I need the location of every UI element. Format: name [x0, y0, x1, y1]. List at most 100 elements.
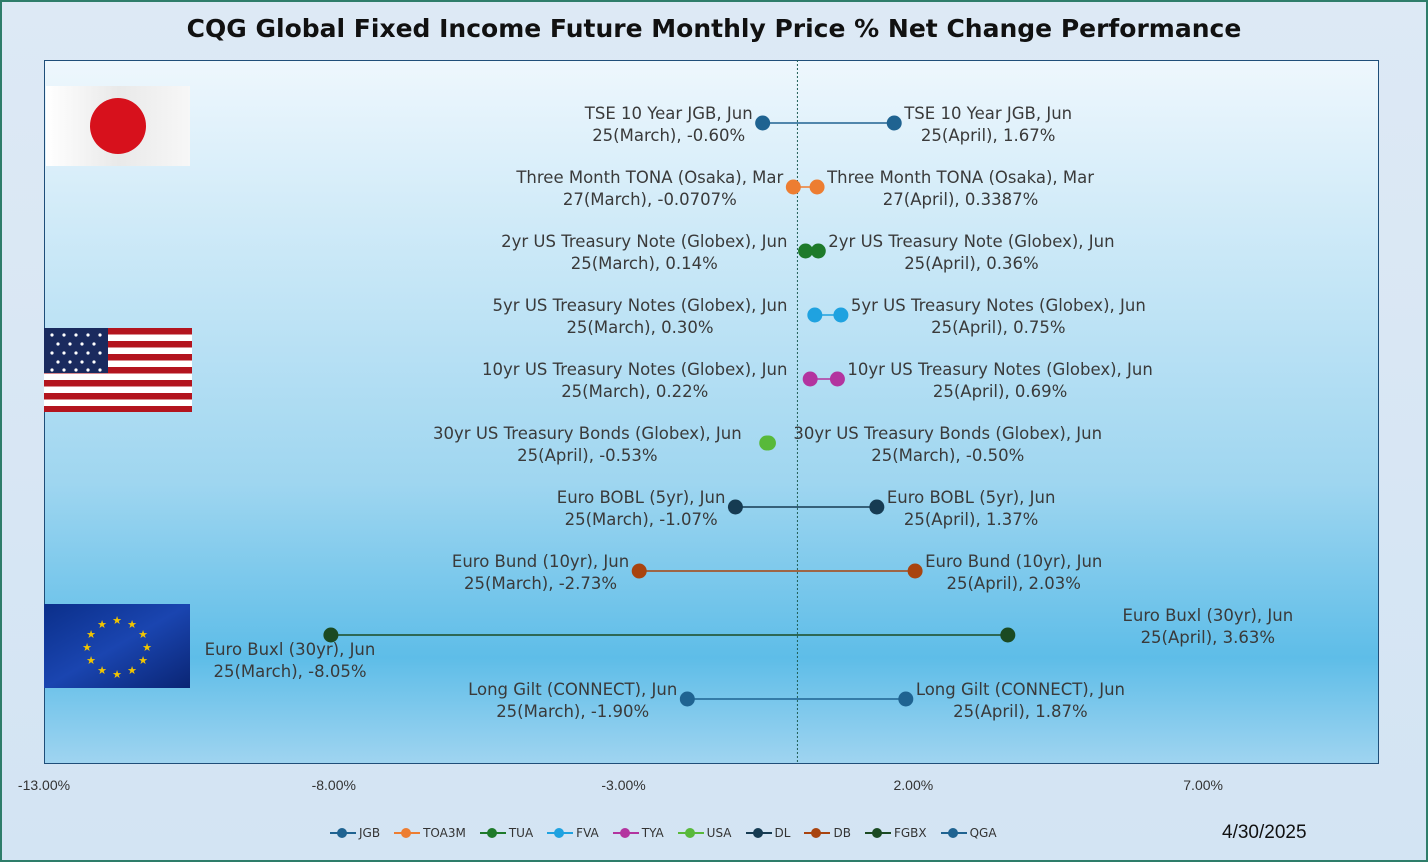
eu-flag: ★ ★★ ★★★ ★★★ ★★★ — [44, 604, 190, 688]
label-march-QGA: Long Gilt (CONNECT), Jun 25(March), -1.90… — [468, 680, 677, 721]
label-april-line2: 25(April), 1.87% — [953, 702, 1088, 721]
legend: JGB TOA3M TUA FVA TYA USA DL DB FGBX QGA — [330, 826, 997, 840]
label-april-FVA: 5yr US Treasury Notes (Globex), Jun 25(Ap… — [851, 296, 1146, 337]
point-april-TUA — [810, 243, 826, 259]
label-april-line2: 27(April), 0.3387% — [883, 190, 1039, 209]
label-april-line1: Euro BOBL (5yr), Jun — [887, 488, 1056, 507]
label-april-line1: TSE 10 Year JGB, Jun — [903, 104, 1072, 123]
label-march-line2: 25(March), 0.22% — [561, 382, 708, 401]
point-march-DB — [631, 563, 647, 579]
legend-swatch — [612, 828, 639, 838]
point-april-FVA — [833, 307, 849, 323]
label-march-line2: 25(March), -0.60% — [592, 126, 745, 145]
point-march-TOA3M — [785, 179, 801, 195]
label-march-line1: 30yr US Treasury Bonds (Globex), Jun — [433, 424, 742, 443]
label-april-QGA: Long Gilt (CONNECT), Jun 25(April), 1.87% — [916, 680, 1125, 721]
label-april-line1: Euro Buxl (30yr), Jun — [1122, 606, 1293, 625]
point-march-FGBX — [323, 627, 339, 643]
label-march-line2: 25(March), 0.30% — [566, 318, 713, 337]
label-march-line2: 25(April), -0.53% — [517, 446, 657, 465]
label-march-DL: Euro BOBL (5yr), Jun 25(March), -1.07% — [557, 488, 726, 529]
label-april-USA: 30yr US Treasury Bonds (Globex), Jun 25(M… — [793, 424, 1102, 465]
point-april-FGBX — [1000, 627, 1016, 643]
label-march-TUA: 2yr US Treasury Note (Globex), Jun 25(Mar… — [501, 232, 787, 273]
legend-label: DB — [833, 826, 851, 840]
label-april-TUA: 2yr US Treasury Note (Globex), Jun 25(Apr… — [828, 232, 1114, 273]
point-april-JGB — [886, 115, 902, 131]
legend-item-DB: DB — [804, 826, 851, 840]
label-april-line2: 25(March), -0.50% — [871, 446, 1024, 465]
legend-item-FGBX: FGBX — [864, 826, 927, 840]
svg-text:★: ★ — [86, 654, 96, 667]
label-march-line2: 25(March), -1.90% — [496, 702, 649, 721]
label-april-line2: 25(April), 1.37% — [904, 510, 1039, 529]
label-march-line2: 25(March), -1.07% — [565, 510, 718, 529]
legend-label: DL — [774, 826, 791, 840]
label-april-line1: 5yr US Treasury Notes (Globex), Jun — [851, 296, 1146, 315]
label-march-line1: Euro BOBL (5yr), Jun — [557, 488, 726, 507]
legend-item-TUA: TUA — [479, 826, 533, 840]
label-march-line1: 2yr US Treasury Note (Globex), Jun — [501, 232, 787, 251]
point-april-TYA — [829, 371, 845, 387]
point-march-FVA — [807, 307, 823, 323]
label-march-line1: Euro Buxl (30yr), Jun — [205, 640, 376, 659]
legend-swatch — [330, 828, 356, 838]
legend-label: TYA — [641, 826, 664, 840]
legend-item-USA: USA — [677, 826, 732, 840]
legend-label: QGA — [969, 826, 997, 840]
label-april-DB: Euro Bund (10yr), Jun 25(April), 2.03% — [925, 552, 1102, 593]
label-april-line2: 25(April), 0.75% — [931, 318, 1066, 337]
legend-swatch — [677, 828, 704, 838]
legend-item-DL: DL — [745, 826, 791, 840]
usa-flag — [44, 328, 192, 412]
label-april-TOA3M: Three Month TONA (Osaka), Mar 27(April), … — [826, 168, 1094, 209]
label-march-line1: Euro Bund (10yr), Jun — [452, 552, 629, 571]
x-tick-label: -8.00% — [312, 777, 356, 793]
point-march-JGB — [755, 115, 771, 131]
label-april-DL: Euro BOBL (5yr), Jun 25(April), 1.37% — [887, 488, 1056, 529]
legend-label: FGBX — [893, 826, 927, 840]
label-april-line1: Euro Bund (10yr), Jun — [925, 552, 1102, 571]
svg-text:★: ★ — [97, 618, 107, 631]
point-april-QGA — [898, 691, 914, 707]
svg-text:★: ★ — [86, 628, 96, 641]
point-march-TUA — [798, 243, 814, 259]
svg-text:★: ★ — [138, 628, 148, 641]
label-march-TYA: 10yr US Treasury Notes (Globex), Jun 25(M… — [482, 360, 787, 401]
legend-swatch — [940, 828, 967, 838]
japan-flag — [46, 86, 190, 166]
x-tick-label: 7.00% — [1183, 777, 1223, 793]
plot-area — [44, 60, 1379, 764]
label-march-FGBX: Euro Buxl (30yr), Jun 25(March), -8.05% — [205, 640, 376, 681]
svg-text:★: ★ — [82, 641, 92, 654]
label-april-TYA: 10yr US Treasury Notes (Globex), Jun 25(A… — [847, 360, 1152, 401]
label-march-line1: Three Month TONA (Osaka), Mar — [515, 168, 783, 187]
point-march-QGA — [679, 691, 695, 707]
label-march-line2: 25(March), -8.05% — [213, 662, 366, 681]
svg-text:★: ★ — [112, 668, 122, 681]
label-april-line1: Long Gilt (CONNECT), Jun — [916, 680, 1125, 699]
label-april-line2: 25(April), 2.03% — [946, 574, 1081, 593]
legend-swatch — [864, 828, 891, 838]
legend-swatch — [804, 828, 831, 838]
label-april-line1: 30yr US Treasury Bonds (Globex), Jun — [793, 424, 1102, 443]
legend-swatch — [745, 828, 772, 838]
label-march-line1: 5yr US Treasury Notes (Globex), Jun — [493, 296, 788, 315]
date-label: 4/30/2025 — [1222, 822, 1307, 843]
label-march-JGB: TSE 10 Year JGB, Jun 25(March), -0.60% — [584, 104, 753, 145]
legend-item-TYA: TYA — [612, 826, 664, 840]
point-april-DL — [869, 499, 885, 515]
label-march-FVA: 5yr US Treasury Notes (Globex), Jun 25(Ma… — [493, 296, 788, 337]
svg-text:★: ★ — [127, 618, 137, 631]
legend-swatch — [479, 828, 506, 838]
label-march-line1: 10yr US Treasury Notes (Globex), Jun — [482, 360, 787, 379]
label-april-line2: 25(April), 0.69% — [933, 382, 1068, 401]
legend-swatch — [394, 828, 421, 838]
x-tick-label: -3.00% — [601, 777, 645, 793]
point-april-TOA3M — [809, 179, 825, 195]
label-march-USA: 30yr US Treasury Bonds (Globex), Jun 25(A… — [433, 424, 742, 465]
label-april-line1: 10yr US Treasury Notes (Globex), Jun — [847, 360, 1152, 379]
svg-text:★: ★ — [97, 664, 107, 677]
svg-text:★: ★ — [127, 664, 137, 677]
